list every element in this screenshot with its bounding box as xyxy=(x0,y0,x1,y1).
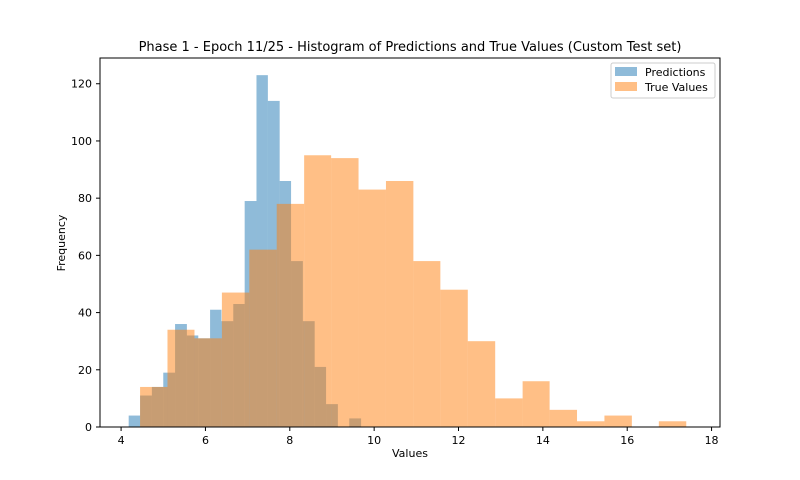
y-tick-label-60: 60 xyxy=(78,249,92,262)
legend-swatch-predictions xyxy=(615,67,637,76)
bar-true-values-2 xyxy=(194,338,222,427)
bar-true-values-17 xyxy=(604,415,632,427)
legend: Predictions True Values xyxy=(610,62,716,99)
x-axis: 4 6 8 10 12 14 16 18 xyxy=(118,427,719,447)
chart-title: Phase 1 - Epoch 11/25 - Histogram of Pre… xyxy=(139,40,682,55)
y-tick-label-0: 0 xyxy=(85,421,92,434)
bar-true-values-0 xyxy=(140,386,168,427)
bar-true-values-10 xyxy=(413,261,441,427)
plot-frame xyxy=(99,57,721,428)
bar-true-values-11 xyxy=(440,289,468,427)
y-tick-label-100: 100 xyxy=(71,135,92,148)
bar-true-values-13 xyxy=(495,398,523,427)
bar-true-values-16 xyxy=(577,421,605,427)
x-tick-label-6: 6 xyxy=(202,434,209,447)
series-true-values xyxy=(140,155,687,427)
x-tick-label-14: 14 xyxy=(536,434,550,447)
x-tick-label-18: 18 xyxy=(705,434,719,447)
x-tick-label-16: 16 xyxy=(620,434,634,447)
y-axis: 0 20 40 60 80 100 120 xyxy=(71,78,100,434)
legend-label-predictions: Predictions xyxy=(645,66,706,79)
bar-true-values-6 xyxy=(304,155,332,427)
bar-true-values-9 xyxy=(385,181,414,427)
bar-true-values-8 xyxy=(358,189,386,427)
x-tick-label-4: 4 xyxy=(118,434,125,447)
y-axis-label: Frequency xyxy=(55,214,68,271)
bar-true-values-5 xyxy=(276,203,305,427)
y-tick-label-120: 120 xyxy=(71,78,92,91)
bars-layer xyxy=(128,75,687,427)
bar-true-values-14 xyxy=(522,381,550,427)
x-tick-label-10: 10 xyxy=(367,434,381,447)
y-tick-label-40: 40 xyxy=(78,307,92,320)
bar-true-values-3 xyxy=(221,292,250,427)
x-tick-label-12: 12 xyxy=(452,434,466,447)
y-tick-label-80: 80 xyxy=(78,192,92,205)
bar-true-values-1 xyxy=(167,329,195,427)
legend-swatch-true-values xyxy=(615,82,637,91)
bar-true-values-15 xyxy=(549,409,578,427)
x-axis-label: Values xyxy=(392,447,428,460)
bar-true-values-7 xyxy=(331,158,359,427)
bar-true-values-19 xyxy=(658,421,687,427)
y-tick-label-20: 20 xyxy=(78,364,92,377)
legend-label-true-values: True Values xyxy=(644,81,708,94)
bar-true-values-4 xyxy=(249,249,277,427)
x-tick-label-8: 8 xyxy=(286,434,293,447)
bar-true-values-12 xyxy=(467,341,496,427)
bar-predictions-0 xyxy=(128,415,141,427)
